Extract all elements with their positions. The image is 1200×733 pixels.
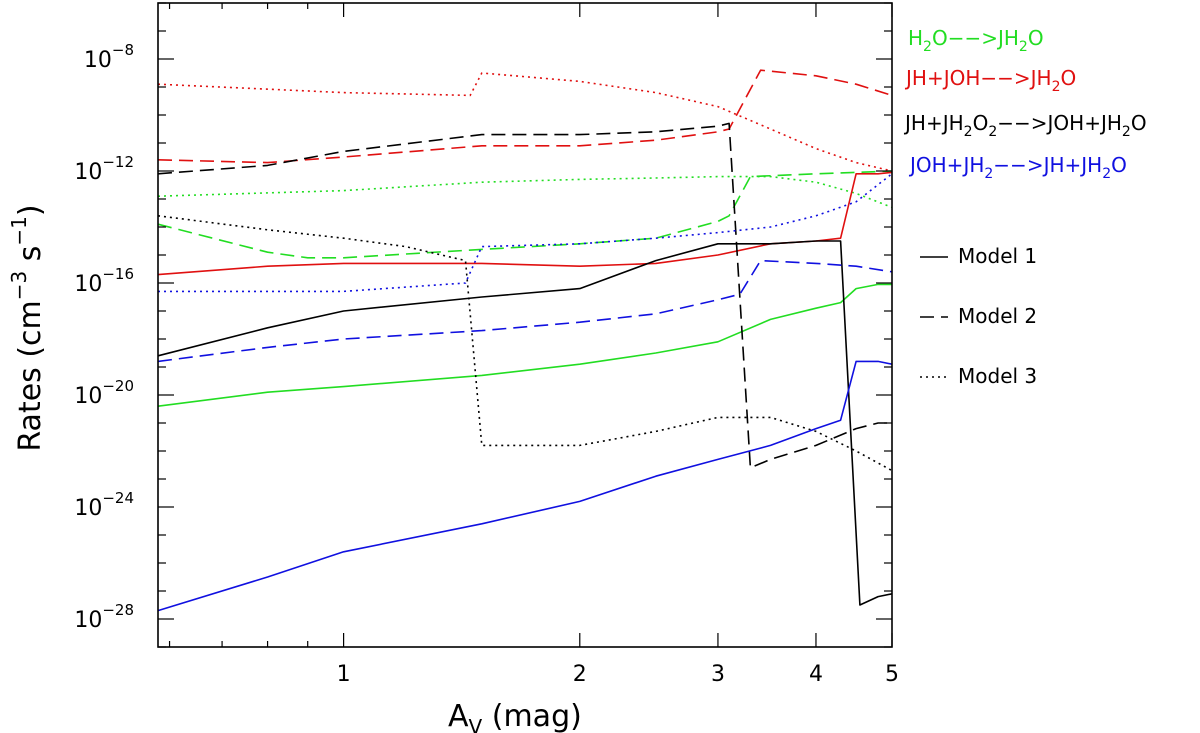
- y-tick-label: 10−20: [74, 377, 134, 409]
- x-tick-label: 2: [573, 662, 587, 687]
- series-line-jh_joh-model-1: [157, 171, 893, 276]
- model-legend: Model 1 Model 2 Model 3: [920, 244, 1037, 388]
- legend-label-model: Model 3: [958, 364, 1037, 388]
- x-tick-label: 4: [809, 662, 823, 687]
- series-line-joh_jh2-model-2: [157, 259, 893, 363]
- x-axis-label: AV (mag): [448, 699, 582, 733]
- x-axis-label-sub: V: [469, 715, 483, 733]
- y-axis-label-sup: −3: [7, 271, 31, 300]
- series-line-h2o-model-2: [157, 170, 893, 259]
- legend-label-joh_jh2: JOH+JH2−−>JH+JH2O: [908, 153, 1127, 182]
- y-axis-label-part: Rates (cm: [13, 300, 48, 451]
- x-axis-label-unit: (mag): [482, 699, 582, 733]
- series-line-jh_jh2o2-model-2: [157, 122, 892, 469]
- y-axis-label: Rates (cm−3 s−1): [7, 204, 48, 451]
- series-line-h2o-model-3: [157, 175, 893, 209]
- x-axis-label-main: A: [448, 699, 469, 733]
- x-tick-label: 1: [337, 662, 351, 687]
- y-tick-label: 10−28: [74, 601, 134, 633]
- series-line-jh_joh-model-2: [157, 69, 893, 164]
- y-axis-label-sup: −1: [7, 216, 31, 245]
- y-axis-label-part: s: [13, 246, 48, 271]
- series-line-jh_jh2o2-model-3: [157, 215, 893, 472]
- series-group: [157, 69, 893, 612]
- series-line-h2o-model-1: [157, 283, 892, 407]
- legend-label-model: Model 1: [958, 244, 1037, 268]
- x-tick-label: 3: [711, 662, 725, 687]
- y-tick-label: 10−8: [84, 41, 134, 73]
- legend-label-jh_jh2o2: JH+JH2O2−−>JOH+JH2O: [903, 111, 1147, 140]
- axis-tick-labels: 1 2 3 4 5 10−8 10−12 10−16 10−20 10−24 10−28: [74, 41, 899, 687]
- x-tick-label: 5: [885, 662, 899, 687]
- y-tick-label: 10−12: [74, 153, 134, 185]
- legend-label-jh_joh: JH+JOH−−>JH2O: [904, 66, 1076, 95]
- plot-frame: [157, 2, 893, 648]
- series-line-jh_joh-model-3: [157, 72, 893, 172]
- y-axis-label-part: ): [13, 204, 48, 216]
- series-line-joh_jh2-model-3: [158, 173, 893, 293]
- axis-ticks: [158, 2, 893, 648]
- legend-label-h2o: H2O−−>JH2O: [908, 26, 1044, 55]
- legend-label-model: Model 2: [958, 304, 1037, 328]
- reaction-legend: H2O−−>JH2O JH+JOH−−>JH2O JH+JH2O2−−>JOH+JH…: [903, 26, 1147, 182]
- series-line-joh_jh2-model-1: [157, 360, 893, 612]
- y-tick-label: 10−24: [74, 489, 134, 521]
- series-line-jh_jh2o2-model-1: [157, 240, 893, 606]
- y-tick-label: 10−16: [74, 265, 134, 297]
